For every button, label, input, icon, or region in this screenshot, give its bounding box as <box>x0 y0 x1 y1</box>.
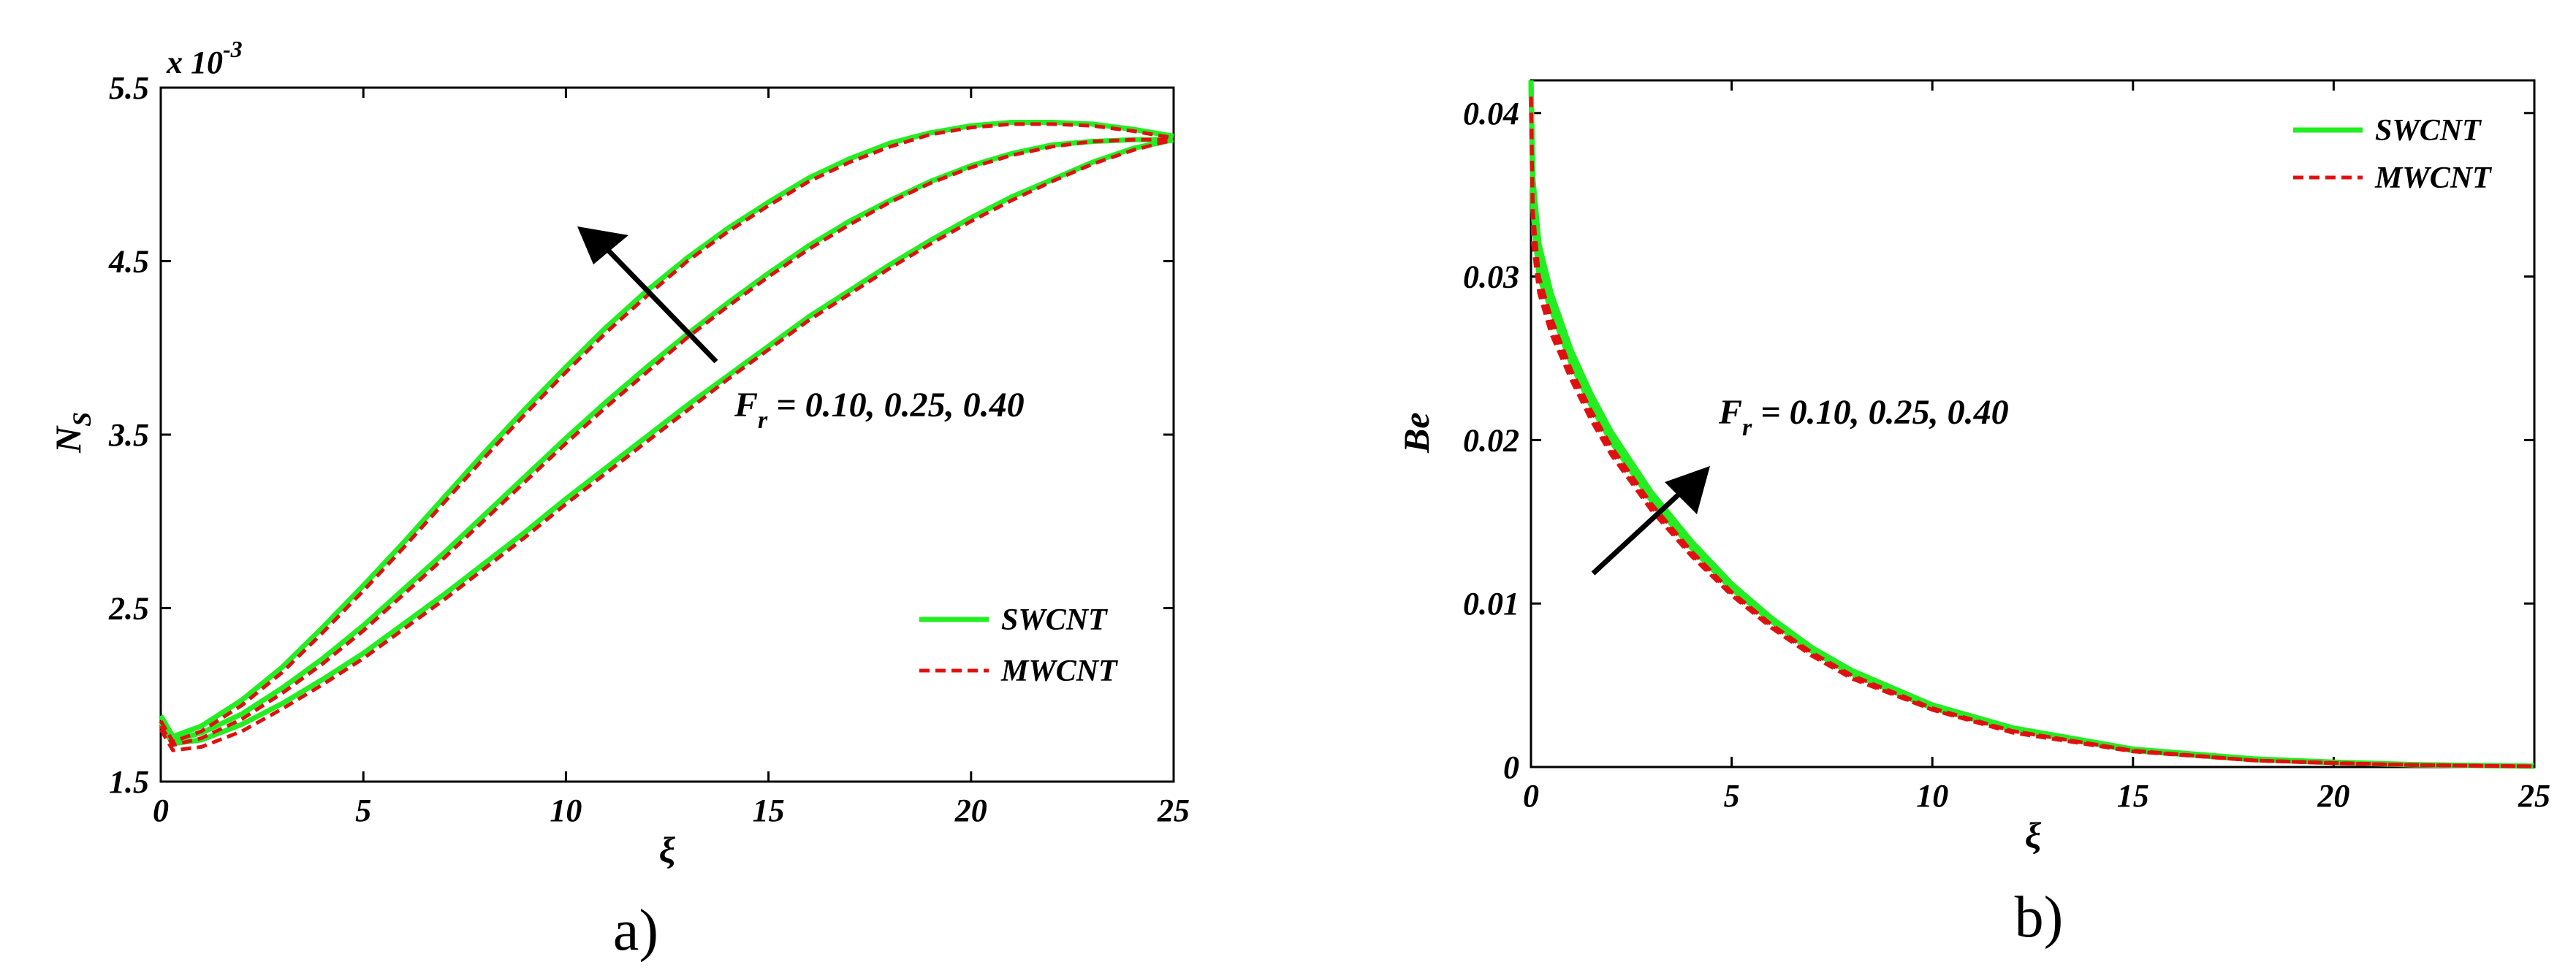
chart-a: 0 5 10 15 20 25 1.5 2.5 3.5 4.5 5.5 x 10-3 NS ξ F… <box>48 36 1190 963</box>
chart-a-y-ticks: 1.5 2.5 3.5 4.5 5.5 <box>108 70 1174 800</box>
chart-a-x-ticks: 0 5 10 15 20 25 <box>153 88 1190 828</box>
chart-b: 0 5 10 15 20 25 0 0.01 0.02 0.03 0.04 Be ξ Fr = 0… <box>1396 79 2550 950</box>
chart-b-y-tick-label: 0.03 <box>1463 259 1519 295</box>
chart-a-legend: SWCNT MWCNT <box>919 603 1119 688</box>
chart-b-annotation: Fr = 0.10, 0.25, 0.40 <box>1718 393 2009 441</box>
chart-b-caption: b) <box>2015 885 2064 950</box>
chart-a-arrow-shaft <box>597 239 718 364</box>
chart-b-x-tick-label: 15 <box>2117 778 2149 814</box>
chart-a-y-tick-label: 3.5 <box>108 417 149 453</box>
chart-a-arrow-head <box>577 226 628 264</box>
chart-b-y-tick-label: 0.04 <box>1463 96 1519 131</box>
chart-a-plot-area <box>159 86 1175 783</box>
chart-b-x-tick-label: 0 <box>1523 778 1539 814</box>
chart-a-x-tick-label: 10 <box>550 793 582 828</box>
chart-b-x-tick-label: 25 <box>2518 778 2550 814</box>
chart-a-y-tick-label: 2.5 <box>108 591 149 627</box>
chart-b-x-ticks: 0 5 10 15 20 25 <box>1523 80 2550 814</box>
chart-b-arrow-head <box>1665 466 1710 514</box>
chart-a-caption: a) <box>613 898 658 963</box>
chart-a-x-tick-label: 25 <box>1157 793 1190 828</box>
chart-a-legend-label-swcnt: SWCNT <box>1001 603 1109 637</box>
chart-a-x-tick-label: 20 <box>954 793 987 828</box>
chart-b-lines <box>1528 80 2535 769</box>
chart-b-y-tick-label: 0 <box>1503 749 1519 785</box>
chart-a-y-tick-label: 4.5 <box>108 244 149 280</box>
chart-a-line-mwcnt <box>159 122 1174 744</box>
chart-a-x-tick-label: 0 <box>153 793 169 828</box>
chart-b-arrow-shaft <box>1591 484 1690 576</box>
chart-a-line-swcnt <box>159 137 1174 747</box>
chart-b-plot-area <box>1530 79 2536 768</box>
chart-a-legend-label-mwcnt: MWCNT <box>1000 655 1119 688</box>
chart-a-line-mwcnt <box>159 137 1174 747</box>
chart-b-x-tick-label: 10 <box>1916 778 1948 814</box>
chart-b-y-ticks: 0 0.01 0.02 0.03 0.04 <box>1463 96 2534 785</box>
chart-a-y-label: NS <box>48 412 96 454</box>
chart-b-legend: SWCNT MWCNT <box>2293 114 2493 195</box>
chart-a-x-label: ξ <box>659 829 676 870</box>
chart-b-x-tick-label: 5 <box>1724 778 1740 814</box>
chart-b-legend-label-swcnt: SWCNT <box>2375 114 2482 148</box>
chart-a-x-tick-label: 5 <box>355 793 371 828</box>
chart-a-y-tick-label: 5.5 <box>109 70 149 106</box>
chart-b-legend-label-mwcnt: MWCNT <box>2374 161 2493 195</box>
chart-a-x-tick-label: 15 <box>753 793 785 828</box>
chart-b-y-tick-label: 0.02 <box>1463 422 1519 458</box>
chart-b-y-tick-label: 0.01 <box>1463 586 1519 622</box>
chart-a-y-multiplier: x 10-3 <box>166 36 243 80</box>
chart-b-y-label: Be <box>1396 412 1437 454</box>
chart-a-annotation: Fr = 0.10, 0.25, 0.40 <box>734 386 1025 434</box>
chart-a-y-tick-label: 1.5 <box>109 764 149 800</box>
chart-b-x-label: ξ <box>2025 814 2042 855</box>
chart-b-x-tick-label: 20 <box>2317 778 2349 814</box>
chart-b-line-mwcnt <box>1529 96 2535 768</box>
chart-a-line-mwcnt <box>159 137 1174 752</box>
